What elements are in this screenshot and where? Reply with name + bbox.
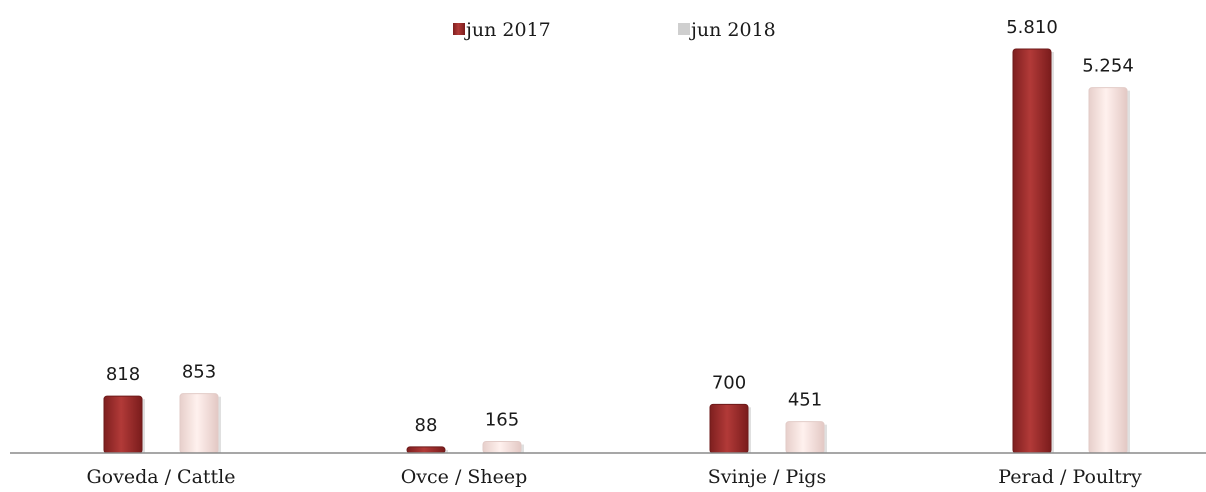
bar-ovce-sheep-jun-2018 [482,441,522,454]
bar-group-perad-poultry: 5.810 5.254 Perad / Poultry [998,17,1142,488]
bar-svinje-pigs-jun-2017 [709,403,749,454]
legend-label-jun-2017: jun 2017 [464,19,551,41]
bar-goveda-cattle-jun-2018 [179,393,219,454]
data-label-svinje-pigs-jun-2018: 451 [788,390,822,411]
data-label-ovce-sheep-jun-2017: 88 [415,415,438,436]
bar-group-goveda-cattle: 818 853 Goveda / Cattle [86,362,235,488]
legend-swatch-jun-2018 [678,23,690,35]
x-tick-label-perad-poultry: Perad / Poultry [998,466,1142,488]
data-label-goveda-cattle-jun-2017: 818 [106,364,140,385]
bar-ovce-sheep-jun-2017 [406,446,446,454]
bar-group-ovce-sheep: 88 165 Ovce / Sheep [401,410,528,488]
data-label-goveda-cattle-jun-2018: 853 [182,362,216,383]
bar-svinje-pigs-jun-2018 [785,421,825,454]
legend: jun 2017 jun 2018 [453,19,776,41]
data-label-ovce-sheep-jun-2018: 165 [485,410,519,431]
bar-perad-poultry-jun-2017 [1012,48,1052,454]
x-tick-label-ovce-sheep: Ovce / Sheep [401,466,528,488]
data-label-perad-poultry-jun-2017: 5.810 [1006,17,1058,38]
legend-item-jun-2017: jun 2017 [453,19,551,41]
legend-label-jun-2018: jun 2018 [689,19,776,41]
bar-goveda-cattle-jun-2017 [103,395,143,454]
bar-perad-poultry-jun-2018 [1088,87,1128,454]
legend-swatch-jun-2017 [453,23,465,35]
x-tick-label-goveda-cattle: Goveda / Cattle [86,466,235,488]
bar-group-svinje-pigs: 700 451 Svinje / Pigs [708,372,827,488]
plot-area: 818 853 Goveda / Cattle 88 165 Ovce / Sheep 70… [86,17,1142,488]
legend-item-jun-2018: jun 2018 [678,19,776,41]
data-label-svinje-pigs-jun-2017: 700 [712,372,746,393]
data-label-perad-poultry-jun-2018: 5.254 [1082,56,1134,77]
x-tick-label-svinje-pigs: Svinje / Pigs [708,466,826,488]
